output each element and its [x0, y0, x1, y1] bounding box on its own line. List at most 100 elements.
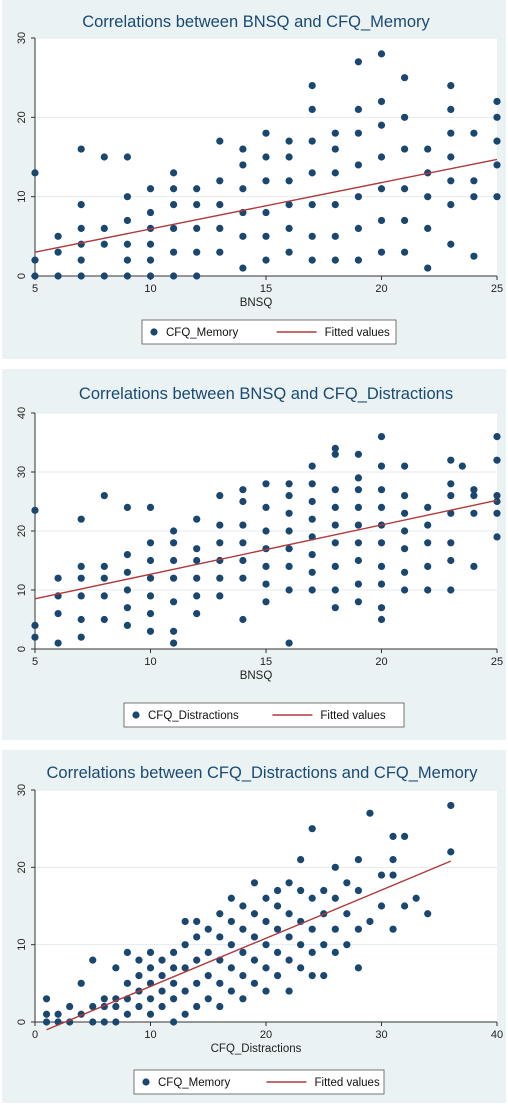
scatter-point-distractions [308, 480, 316, 488]
scatter-point-distractions [354, 580, 362, 588]
scatter-point-distractions-memory [216, 1002, 224, 1011]
scatter-point-distractions-memory [250, 956, 259, 964]
scatter-point-distractions-memory [262, 987, 270, 995]
scatter-point-distractions-memory [204, 995, 212, 1003]
scatter-point-memory [308, 105, 316, 113]
scatter-point-memory [447, 82, 455, 90]
scatter-point-memory [331, 129, 339, 137]
scatter-point-distractions [447, 492, 455, 500]
scatter-point-memory [146, 240, 155, 248]
x-tick-label-distractions-memory: 10 [144, 1029, 156, 1041]
scatter-point-distractions [216, 539, 224, 547]
scatter-point-distractions-memory [135, 956, 143, 964]
scatter-point-distractions [377, 539, 386, 547]
scatter-point-distractions [354, 486, 362, 494]
scatter-point-distractions [193, 556, 201, 565]
scatter-point-distractions-memory [285, 987, 293, 995]
scatter-point-memory [123, 153, 131, 161]
scatter-point-distractions [216, 592, 224, 600]
scatter-point-distractions-memory [377, 902, 386, 910]
scatter-point-distractions-memory [250, 979, 259, 987]
scatter-point-distractions [193, 610, 201, 618]
scatter-point-memory [100, 224, 108, 232]
scatter-point-distractions [123, 551, 131, 559]
y-tick-label-distractions: 10 [16, 584, 28, 596]
scatter-point-distractions-memory [239, 948, 247, 956]
scatter-point-distractions-memory [123, 948, 131, 956]
scatter-point-distractions [193, 515, 201, 523]
scatter-point-distractions-memory [170, 979, 178, 987]
scatter-point-memory [123, 216, 131, 225]
chart-panel-memory: Correlations between BNSQ and CFQ_Memory… [2, 0, 506, 359]
scatter-point-memory [77, 256, 85, 264]
scatter-point-memory [31, 256, 39, 264]
scatter-point-distractions [193, 574, 201, 582]
scatter-point-distractions [447, 480, 455, 488]
scatter-point-memory [193, 248, 201, 256]
scatter-point-distractions [100, 574, 108, 582]
scatter-point-memory [193, 201, 201, 209]
x-tick-label-distractions: 25 [491, 656, 503, 668]
scatter-point-distractions [470, 492, 478, 500]
scatter-point-distractions [377, 562, 386, 570]
scatter-point-distractions-memory [112, 1002, 120, 1011]
scatter-point-distractions-memory [42, 995, 51, 1003]
scatter-point-distractions [285, 545, 293, 553]
scatter-point-distractions [308, 515, 316, 523]
scatter-point-distractions-memory [123, 1010, 131, 1018]
scatter-point-distractions [493, 456, 501, 464]
scatter-point-memory [170, 224, 178, 232]
scatter-point-memory [285, 153, 293, 161]
scatter-point-memory [493, 193, 501, 201]
legend-label-series-memory: CFQ_Memory [166, 327, 238, 339]
x-axis-label-distractions-memory: CFQ_Distractions [211, 1043, 302, 1055]
scatter-point-distractions-memory [424, 910, 432, 918]
scatter-point-distractions [146, 592, 155, 600]
scatter-point-distractions-memory [262, 917, 270, 926]
scatter-point-distractions [239, 615, 247, 624]
scatter-point-distractions [77, 562, 85, 570]
scatter-point-distractions-memory [389, 871, 397, 879]
scatter-point-memory [216, 201, 224, 209]
legend-label-fit-distractions-memory: Fitted values [315, 1077, 380, 1089]
scatter-point-memory [377, 153, 386, 161]
y-tick-label-distractions-memory: 10 [16, 939, 28, 951]
x-tick-label-distractions: 10 [144, 656, 156, 668]
scatter-point-distractions-memory [158, 972, 166, 980]
scatter-point-distractions-memory [331, 863, 339, 871]
scatter-point-distractions [285, 480, 293, 488]
scatter-point-distractions-memory [447, 848, 455, 856]
plot-area-distractions-memory [35, 790, 497, 1022]
scatter-point-memory [308, 82, 316, 90]
scatter-point-memory [285, 201, 293, 209]
scatter-point-distractions-memory [89, 956, 97, 964]
scatter-point-distractions [470, 562, 478, 570]
scatter-point-distractions-memory [54, 1010, 62, 1018]
scatter-point-distractions-memory [354, 856, 362, 864]
scatter-point-distractions-memory [146, 964, 155, 972]
scatter-point-memory [123, 193, 131, 201]
scatter-point-distractions-memory [158, 1002, 166, 1011]
scatter-point-distractions [401, 492, 409, 500]
chart-title-distractions: Correlations between BNSQ and CFQ_Distra… [79, 385, 453, 403]
scatter-point-distractions [262, 527, 270, 535]
scatter-point-memory [377, 216, 386, 225]
scatter-point-memory [262, 256, 270, 264]
scatter-point-distractions [354, 556, 362, 565]
scatter-point-distractions [146, 539, 155, 547]
scatter-point-distractions [447, 509, 455, 517]
scatter-point-memory [377, 248, 386, 256]
scatter-point-memory [285, 177, 293, 185]
scatter-point-distractions-memory [227, 917, 235, 926]
x-tick-label-distractions-memory: 40 [491, 1029, 503, 1041]
scatter-point-distractions [77, 615, 85, 624]
scatter-point-distractions [31, 621, 39, 629]
scatter-point-memory [331, 169, 339, 177]
scatter-point-distractions-memory [112, 964, 120, 972]
scatter-point-distractions-memory [401, 902, 409, 910]
scatter-point-distractions [285, 509, 293, 517]
scatter-point-memory [447, 105, 455, 113]
scatter-point-distractions [377, 486, 386, 494]
scatter-point-memory [216, 248, 224, 256]
scatter-point-distractions [123, 568, 131, 576]
